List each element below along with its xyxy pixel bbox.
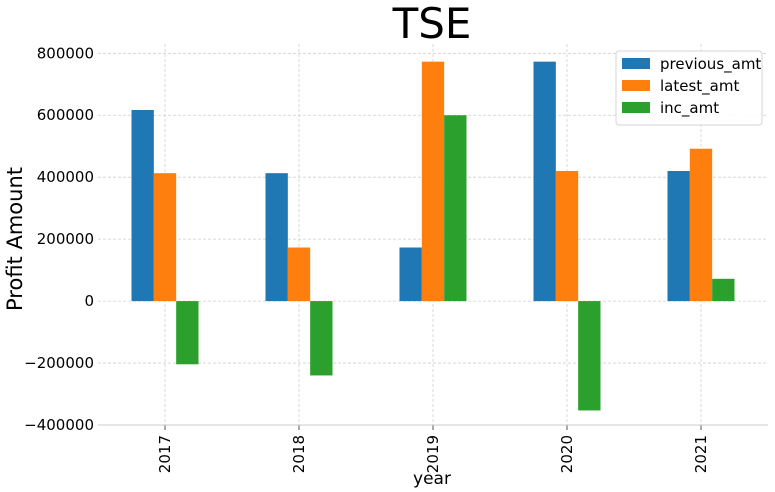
y-tick-label: −200000 <box>24 354 94 372</box>
bar-previous_amt-2021 <box>667 171 690 302</box>
x-axis-label: year <box>413 469 451 489</box>
bar-inc_amt-2019 <box>444 115 467 302</box>
bar-previous_amt-2017 <box>131 109 154 302</box>
y-tick-label: 200000 <box>37 230 94 248</box>
legend-box <box>615 50 763 126</box>
bar-latest_amt-2018 <box>287 247 311 302</box>
y-tick-label: 600000 <box>37 106 94 124</box>
y-tick-label: 0 <box>84 292 94 310</box>
x-tick-labels: 2017 2018 2019 2020 2021 <box>156 435 710 473</box>
bars <box>131 61 735 411</box>
legend-label-latest_amt: latest_amt <box>660 77 739 96</box>
y-tick-label: −400000 <box>24 416 94 434</box>
bar-latest_amt-2021 <box>689 148 713 302</box>
y-tick-labels: −400000 −200000 0 200000 400000 600000 800000 <box>24 44 94 434</box>
chart-title: TSE <box>392 0 472 48</box>
bar-previous_amt-2020 <box>533 61 556 302</box>
y-tick-label: 400000 <box>37 168 94 186</box>
legend-swatch-inc_amt <box>622 102 650 113</box>
bar-latest_amt-2019 <box>421 61 445 302</box>
bar-inc_amt-2017 <box>176 301 199 365</box>
x-tick-label: 2021 <box>692 435 710 473</box>
legend-swatch-previous_amt <box>622 58 650 69</box>
bar-latest_amt-2017 <box>153 173 177 302</box>
x-tick-label: 2017 <box>156 435 174 473</box>
bar-inc_amt-2020 <box>578 301 601 411</box>
legend: previous_amt latest_amt inc_amt <box>615 50 763 126</box>
bar-previous_amt-2019 <box>399 247 422 302</box>
x-tick-label: 2019 <box>424 435 442 473</box>
y-tick-label: 800000 <box>37 44 94 62</box>
bar-previous_amt-2018 <box>265 173 288 302</box>
bar-latest_amt-2020 <box>555 171 579 302</box>
y-axis-label: Profit Amount <box>3 167 27 311</box>
x-tick-label: 2018 <box>290 435 308 473</box>
x-tick-label: 2020 <box>558 435 576 473</box>
bar-inc_amt-2018 <box>310 301 333 376</box>
legend-label-previous_amt: previous_amt <box>660 55 761 74</box>
legend-label-inc_amt: inc_amt <box>660 99 719 118</box>
bar-inc_amt-2021 <box>712 278 735 302</box>
legend-swatch-latest_amt <box>622 80 650 91</box>
